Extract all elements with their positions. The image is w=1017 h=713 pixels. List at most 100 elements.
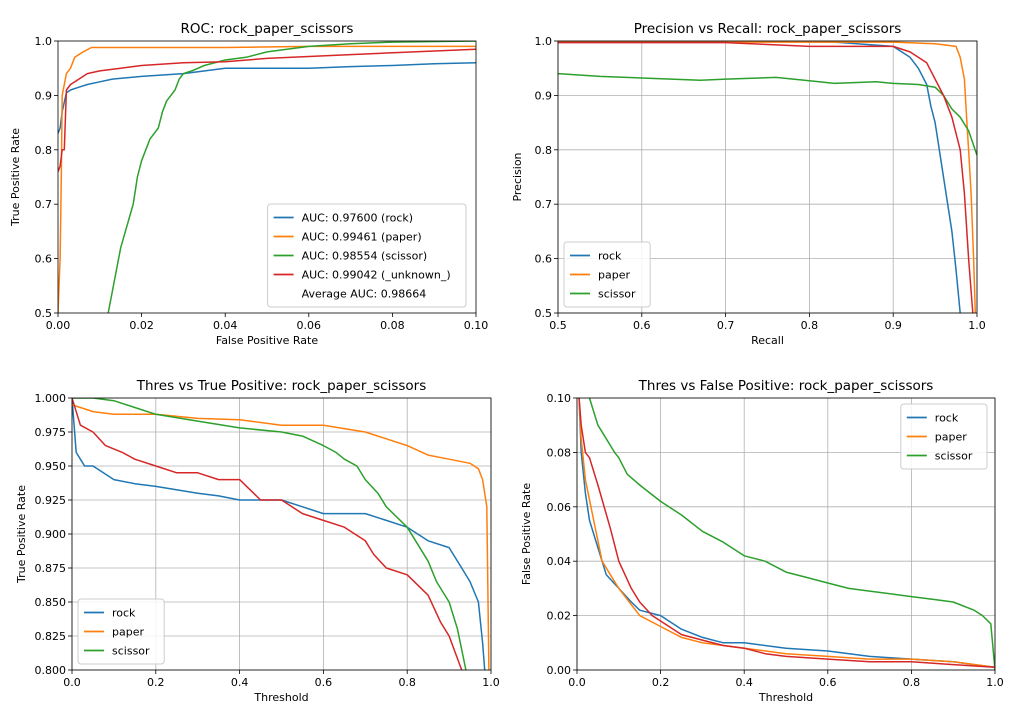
series-line-aucscissor xyxy=(107,41,476,313)
y-tick-label: 1.000 xyxy=(35,392,67,405)
x-tick-label: 1.0 xyxy=(482,676,500,689)
y-tick-label: 0.06 xyxy=(547,501,572,514)
y-tick-label: 0.900 xyxy=(35,528,67,541)
x-tick-label: 0.7 xyxy=(717,319,735,332)
legend-label: paper xyxy=(598,269,630,282)
y-tick-label: 0.8 xyxy=(535,144,553,157)
series-line-paper xyxy=(72,404,490,670)
x-tick-label: 1.0 xyxy=(986,676,1004,689)
y-tick-label: 0.975 xyxy=(35,426,67,439)
legend: rock paper scissor xyxy=(900,403,988,470)
y-tick-label: 0.6 xyxy=(535,253,553,266)
x-axis-label: Threshold xyxy=(253,691,308,704)
legend-label: rock xyxy=(598,250,622,263)
series-line-rock xyxy=(558,41,961,313)
y-tick-label: 0.5 xyxy=(535,307,553,320)
x-tick-label: 0.04 xyxy=(213,319,238,332)
series-line-_unknown_ xyxy=(72,398,463,670)
series-line-scissor xyxy=(588,398,995,670)
legend-label: paper xyxy=(935,431,967,444)
x-tick-label: 0.2 xyxy=(652,676,670,689)
x-tick-label: 0.8 xyxy=(903,676,921,689)
x-tick-label: 0.0 xyxy=(63,676,81,689)
legend-label: AUC: 0.98554 (scissor) xyxy=(302,250,428,263)
y-tick-label: 0.9 xyxy=(535,89,553,102)
y-tick-label: 0.825 xyxy=(35,630,67,643)
chart-1: 0.00 0.02 0.04 0.06 0.08 0.10 0.5 0.6 0.7 0.8 0.9 1… xyxy=(9,21,488,347)
x-tick-label: 0.4 xyxy=(735,676,753,689)
series-group xyxy=(72,398,490,670)
series-line-rock xyxy=(72,398,486,670)
y-tick-label: 0.6 xyxy=(35,253,53,266)
series-line-scissor xyxy=(558,72,977,156)
legend-label: scissor xyxy=(935,450,973,463)
x-tick-label: 0.8 xyxy=(801,319,819,332)
y-tick-label: 0.08 xyxy=(547,446,572,459)
x-tick-label: 0.02 xyxy=(129,319,154,332)
x-tick-label: 0.9 xyxy=(884,319,902,332)
chart-3: 0.0 0.2 0.4 0.6 0.8 1.0 0.800 0.825 0.850 0.875 0.… xyxy=(15,378,500,704)
legend-box xyxy=(563,241,651,308)
legend-label: AUC: 0.99461 (paper) xyxy=(302,231,422,244)
legend-label: scissor xyxy=(112,645,150,658)
x-tick-label: 0.08 xyxy=(380,319,405,332)
y-axis-label: True Positive Rate xyxy=(15,485,28,584)
x-tick-label: 0.4 xyxy=(231,676,249,689)
series-line-_unknown_ xyxy=(558,41,974,313)
x-tick-label: 0.2 xyxy=(147,676,165,689)
y-tick-label: 0.800 xyxy=(35,664,67,677)
chart-title: ROC: rock_paper_scissors xyxy=(181,21,354,37)
series-line-_unknown_ xyxy=(578,398,995,669)
series-line-aucrock xyxy=(58,62,476,134)
x-tick-label: 0.0 xyxy=(568,676,586,689)
chart-title: Precision vs Recall: rock_paper_scissors xyxy=(634,21,902,37)
legend-label: paper xyxy=(112,626,144,639)
x-tick-label: 0.00 xyxy=(46,319,71,332)
y-axis-label: True Positive Rate xyxy=(9,128,22,227)
x-tick-label: 0.6 xyxy=(315,676,333,689)
y-tick-label: 0.950 xyxy=(35,460,67,473)
plot-frame xyxy=(57,40,477,314)
legend: rock paper scissor xyxy=(77,598,165,665)
legend-box xyxy=(900,403,988,470)
legend: rock paper scissor xyxy=(563,241,651,308)
y-tick-label: 0.02 xyxy=(547,610,572,623)
x-tick-label: 0.06 xyxy=(297,319,322,332)
series-line-paper xyxy=(558,41,977,313)
series-line-scissor xyxy=(72,398,467,670)
chart-4: 0.0 0.2 0.4 0.6 0.8 1.0 0.00 0.02 0.04 0.06 0.08 0.… xyxy=(520,378,1004,704)
y-tick-label: 0.7 xyxy=(35,198,53,211)
y-tick-label: 1.0 xyxy=(535,35,553,48)
legend: AUC: 0.97600 (rock) AUC: 0.99461 (paper) A… xyxy=(267,203,467,308)
legend-label: scissor xyxy=(598,288,636,301)
y-tick-label: 0.8 xyxy=(35,144,53,157)
plot-frame xyxy=(576,397,996,671)
series-group xyxy=(58,41,476,313)
series-line-rock xyxy=(578,398,995,669)
y-axis-label: Precision xyxy=(511,152,524,201)
x-tick-label: 0.8 xyxy=(398,676,416,689)
series-line-aucpaper xyxy=(58,45,476,313)
x-axis-label: Recall xyxy=(751,334,784,347)
series-group xyxy=(578,398,995,670)
plot-frame xyxy=(557,40,978,314)
series-line-auc_unknown_ xyxy=(58,48,476,172)
y-tick-label: 1.0 xyxy=(35,35,53,48)
y-tick-label: 0.04 xyxy=(547,555,572,568)
legend-box xyxy=(77,598,165,665)
legend-label: rock xyxy=(935,412,959,425)
x-tick-label: 0.5 xyxy=(549,319,567,332)
x-axis-label: Threshold xyxy=(758,691,813,704)
x-tick-label: 1.0 xyxy=(968,319,986,332)
x-tick-label: 0.6 xyxy=(819,676,837,689)
legend-label: AUC: 0.99042 (_unknown_) xyxy=(302,269,451,282)
y-tick-label: 0.10 xyxy=(547,392,572,405)
legend-box xyxy=(267,203,467,308)
y-tick-label: 0.875 xyxy=(35,562,67,575)
series-group xyxy=(558,41,977,313)
y-axis-label: False Positive Rate xyxy=(520,483,533,585)
chart-title: Thres vs True Positive: rock_paper_sciss… xyxy=(136,378,427,394)
legend-label: Average AUC: 0.98664 xyxy=(302,288,427,301)
y-tick-label: 0.9 xyxy=(35,89,53,102)
